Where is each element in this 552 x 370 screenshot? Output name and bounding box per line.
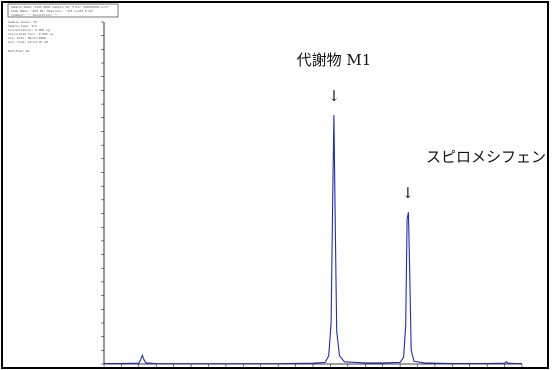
axis-ticks [101, 21, 523, 367]
info-line: Sample Index: 34 [8, 20, 37, 24]
header-line-3: Comment: "" Annotation: "" [11, 13, 58, 17]
info-line: Modified: No [8, 49, 30, 53]
header-line-1: Sample Name: 0101-0001 Sample ID: File: … [11, 5, 109, 9]
info-line: Acq. Time: 10:31:45 AM [8, 40, 48, 44]
info-line: Acq. Date: 08/27/2008 [8, 36, 46, 40]
info-line: Concentration: 0.000 ng [8, 28, 50, 32]
peak-annotation: ↓ 代謝物 M1 [297, 51, 372, 105]
peak-label: 代謝物 M1 [297, 51, 372, 69]
chromatogram-trace [104, 114, 522, 365]
plot-area: ↓ 代謝物 M1 ↓ スピロメシフェン [101, 21, 546, 367]
sample-info-block: Sample Index: 34 Sample Type: Std Concen… [8, 20, 53, 53]
arrow-down-icon: ↓ [401, 184, 414, 202]
peak-annotation: ↓ スピロメシフェン [401, 148, 546, 202]
header-line-2: Peak Name: "SPI M1" Mass(es): "375.1/253… [11, 9, 94, 13]
peak-label: スピロメシフェン [426, 148, 546, 166]
arrow-down-icon: ↓ [328, 87, 341, 105]
peak-labels: ↓ 代謝物 M1 ↓ スピロメシフェン [297, 51, 546, 202]
header-box: Sample Name: 0101-0001 Sample ID: File: … [7, 3, 119, 18]
info-line: Sample Type: Std [8, 24, 37, 28]
info-line: Calculated Conc: 0.000 ng [8, 32, 53, 36]
